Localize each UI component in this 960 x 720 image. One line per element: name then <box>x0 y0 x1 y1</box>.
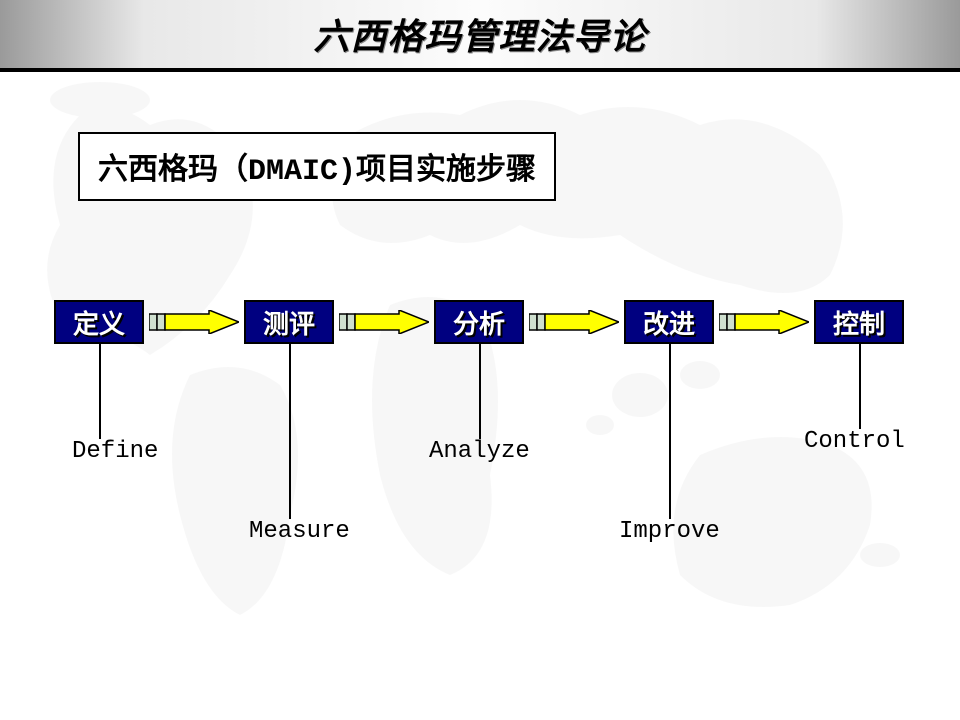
arrow-icon <box>719 310 809 334</box>
connector-line <box>99 344 101 439</box>
arrow-icon <box>339 310 429 334</box>
step-improve: 改进 <box>624 300 714 344</box>
step-label: 定义 <box>73 304 125 341</box>
step-measure: 测评 <box>244 300 334 344</box>
slide-header: 六西格玛管理法导论 <box>0 0 960 72</box>
step-label: 控制 <box>833 304 885 341</box>
subtitle-text: 六西格玛（DMAIC)项目实施步骤 <box>98 155 536 189</box>
connector-line <box>479 344 481 439</box>
dmaic-flow: 定义 测评 分析 改进 控制 Define Measure Analyze Im… <box>54 300 910 348</box>
step-label: 分析 <box>453 304 505 341</box>
en-label-analyze: Analyze <box>429 438 530 465</box>
slide-title: 六西格玛管理法导论 <box>313 8 646 60</box>
connector-line <box>859 344 861 429</box>
arrow-icon <box>529 310 619 334</box>
connector-line <box>669 344 671 519</box>
step-control: 控制 <box>814 300 904 344</box>
arrow-icon <box>149 310 239 334</box>
step-label: 测评 <box>263 304 315 341</box>
en-label-measure: Measure <box>249 518 350 545</box>
en-label-define: Define <box>72 438 158 465</box>
en-label-improve: Improve <box>619 518 720 545</box>
step-define: 定义 <box>54 300 144 344</box>
subtitle-box: 六西格玛（DMAIC)项目实施步骤 <box>78 132 556 201</box>
connector-line <box>289 344 291 519</box>
step-analyze: 分析 <box>434 300 524 344</box>
step-label: 改进 <box>643 304 695 341</box>
en-label-control: Control <box>804 428 905 455</box>
